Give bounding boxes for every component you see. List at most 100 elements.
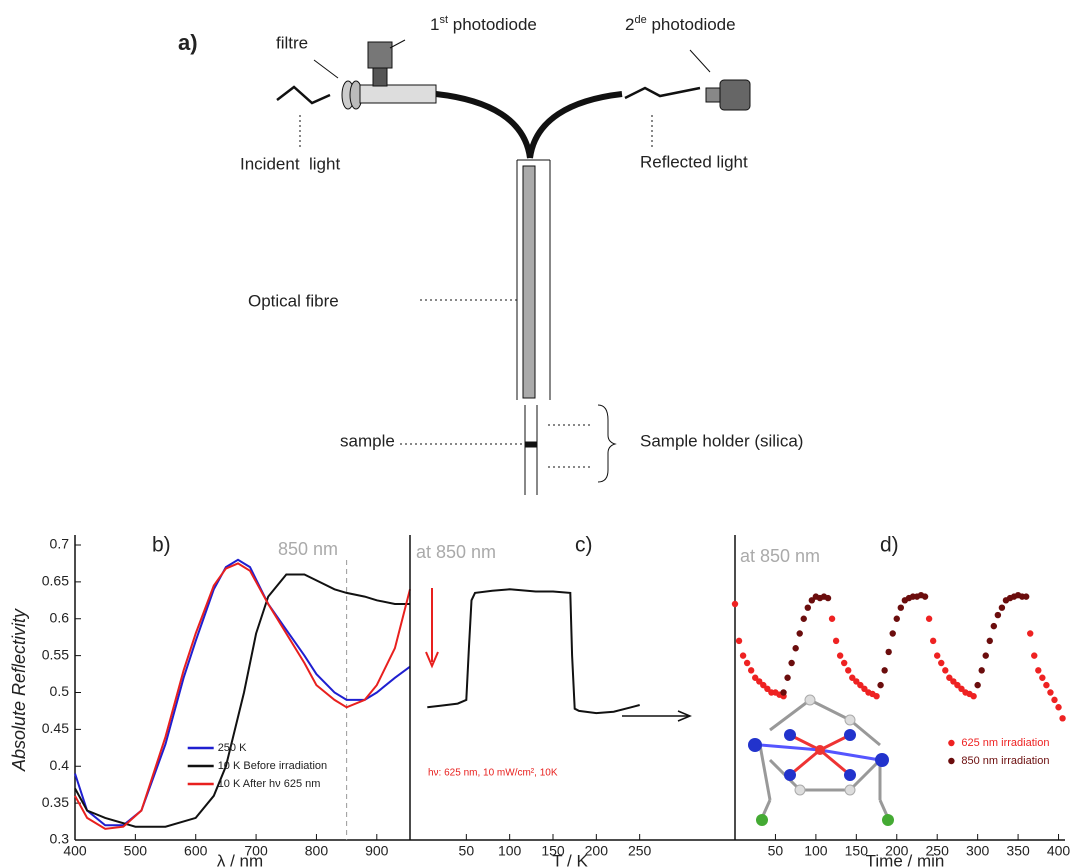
point [881, 667, 888, 674]
holder-label: Sample holder (silica) [640, 431, 803, 450]
atom [794, 784, 806, 796]
atom [875, 753, 889, 767]
point [857, 681, 864, 689]
sample [525, 441, 537, 448]
bond [819, 748, 851, 777]
sup: de [634, 14, 646, 26]
point [990, 622, 998, 630]
photodiode [705, 87, 721, 103]
point [893, 615, 900, 622]
y-tick-label: 0.6 [50, 609, 70, 625]
point [954, 681, 961, 689]
point [970, 692, 977, 700]
filter-label: filtre [276, 33, 308, 52]
y-tick-label: 0.65 [42, 573, 69, 589]
atom [784, 769, 796, 781]
x-tick-label: 200 [585, 843, 609, 859]
point [840, 659, 848, 667]
arrow [677, 710, 692, 722]
incident-arrow [276, 85, 331, 105]
point [808, 597, 816, 604]
point [998, 604, 1006, 611]
num: 1 [430, 15, 439, 34]
bond [789, 748, 821, 777]
atom [804, 694, 816, 706]
atom [844, 714, 856, 726]
incident-label: Incident light [240, 154, 340, 173]
point [978, 667, 985, 674]
point [796, 630, 803, 637]
point [873, 692, 880, 700]
x-tick-label: 700 [244, 843, 268, 859]
point [958, 685, 965, 693]
atom [756, 814, 768, 826]
legend-label: 250 K [218, 742, 247, 754]
brace [597, 404, 617, 483]
x-tick-label: 500 [124, 843, 148, 859]
legend-label: 10 K Before irradiation [218, 760, 327, 772]
legend-label: 850 nm irradiation [961, 755, 1049, 767]
legend-swatch [948, 757, 955, 765]
bond [849, 718, 881, 747]
num: 2 [625, 15, 634, 34]
point [743, 659, 751, 667]
point [800, 615, 807, 622]
series-line [74, 562, 411, 830]
panel-label: a) [178, 30, 198, 55]
point [897, 604, 905, 611]
atom [844, 784, 856, 796]
point [731, 600, 739, 608]
point [739, 652, 747, 659]
point [1055, 704, 1062, 711]
bond [819, 748, 881, 762]
x-tick-label: 100 [498, 843, 522, 859]
point [885, 648, 892, 656]
y-tick-label: 0.35 [42, 794, 69, 810]
point [752, 674, 759, 681]
note: at 850 nm [416, 542, 496, 562]
x-tick-label: 600 [184, 843, 208, 859]
point [925, 615, 933, 622]
marker-label: 850 nm [278, 539, 338, 559]
point [849, 674, 856, 681]
atom [882, 814, 894, 826]
point [950, 678, 957, 685]
point [921, 593, 929, 600]
point [832, 637, 840, 645]
sample-label: sample [340, 431, 395, 450]
x-tick-label: 250 [926, 843, 950, 859]
point [784, 674, 791, 681]
point [804, 604, 811, 611]
point [1031, 652, 1038, 659]
y-axis-label: Absolute Reflectivity [9, 608, 29, 772]
x-tick-label: 800 [305, 843, 329, 859]
point [942, 667, 949, 674]
fibre [435, 91, 533, 159]
point [1039, 674, 1046, 681]
bond [848, 758, 882, 792]
fibre-core [522, 165, 536, 399]
point [1043, 681, 1050, 689]
reflected-arrow [624, 86, 701, 100]
point [889, 630, 896, 637]
bond [759, 743, 821, 752]
point [938, 659, 945, 667]
y-tick-label: 0.45 [42, 720, 69, 736]
point [756, 678, 763, 685]
x-tick-label: 50 [768, 843, 784, 859]
point [836, 652, 844, 659]
photodiode [719, 79, 751, 111]
point [877, 681, 884, 689]
x-axis-label: T / K [552, 851, 588, 868]
pointer [689, 49, 711, 73]
series-line [74, 573, 410, 828]
point [760, 681, 767, 689]
point [1047, 689, 1054, 696]
panel-label: b) [152, 534, 171, 557]
x-tick-label: 400 [1047, 843, 1071, 859]
point [982, 652, 989, 659]
legend-label: 625 nm irradiation [961, 737, 1049, 749]
bond [758, 744, 772, 801]
x-tick-label: 900 [365, 843, 389, 859]
x-tick-label: 400 [63, 843, 87, 859]
